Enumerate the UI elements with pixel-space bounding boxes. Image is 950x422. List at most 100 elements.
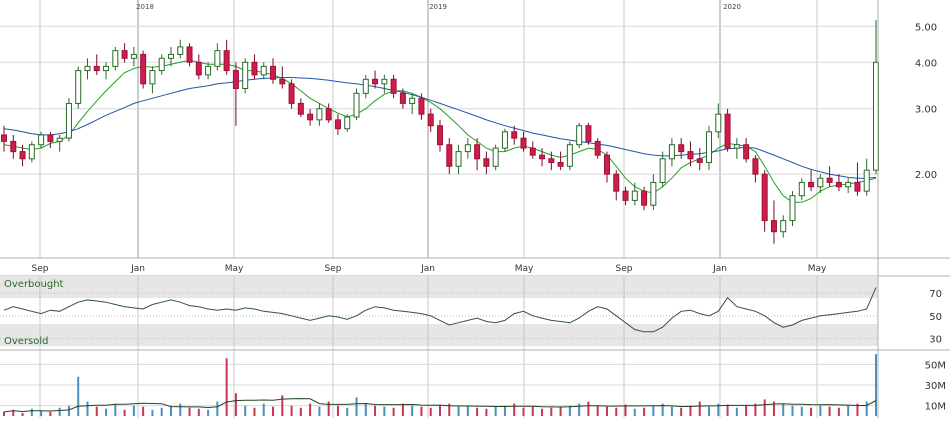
candle-body: [47, 134, 54, 142]
candle-body: [112, 50, 119, 67]
candle-body: [817, 177, 824, 188]
candle: [770, 200, 777, 244]
price-y-tick-label: 2.00: [915, 170, 937, 181]
volume-bar: [299, 407, 302, 416]
volume-bar: [485, 408, 488, 416]
candle-body: [659, 158, 666, 183]
candle: [353, 88, 360, 120]
candle-body: [826, 177, 833, 183]
candle-body: [752, 158, 759, 175]
candle: [520, 131, 527, 152]
candle-body: [260, 65, 267, 76]
candle: [56, 134, 63, 152]
candle-body: [706, 131, 713, 163]
candle: [260, 62, 267, 80]
candle: [687, 141, 694, 167]
candle: [789, 191, 796, 227]
candle-body: [566, 144, 573, 167]
candle: [659, 151, 666, 187]
candle-body: [223, 50, 230, 72]
candle: [483, 151, 490, 175]
volume-bar: [633, 408, 636, 416]
candle: [780, 215, 787, 238]
candle: [743, 138, 750, 163]
candle-body: [770, 220, 777, 233]
candle: [288, 79, 295, 109]
candle: [492, 144, 499, 171]
candle: [557, 151, 564, 171]
candle-body: [483, 158, 490, 167]
osc-y-tick-label: 30: [929, 335, 942, 346]
volume-bar: [828, 406, 831, 416]
volume-bar: [661, 403, 664, 416]
price-y-tick-label: 4.00: [915, 58, 937, 69]
candle-body: [38, 134, 45, 146]
volume-bar: [123, 409, 126, 416]
candle: [854, 162, 861, 196]
volume-bar: [364, 403, 367, 416]
candle: [641, 186, 648, 211]
volume-bar: [207, 409, 210, 416]
month-tick-label: May: [225, 264, 244, 274]
volume-bar: [355, 397, 358, 416]
candle: [622, 186, 629, 206]
candle: [121, 43, 128, 63]
candle-body: [270, 65, 277, 80]
overbought-label: Overbought: [4, 279, 64, 290]
candle: [752, 155, 759, 183]
volume-bar: [3, 411, 5, 416]
oscillator-grid: [0, 276, 950, 351]
candle: [696, 148, 703, 171]
candle: [279, 66, 286, 89]
candle-body: [167, 53, 174, 59]
candle-body: [279, 78, 286, 85]
volume-bar: [21, 412, 24, 416]
candle-body: [10, 140, 17, 153]
volume-panel: 50M 30M 10M: [0, 350, 946, 418]
volume-bar: [772, 401, 775, 416]
candle: [798, 178, 805, 201]
volume-bar: [346, 407, 349, 416]
month-tick-label: May: [515, 264, 534, 274]
candle-body: [687, 151, 694, 160]
candle-body: [353, 92, 360, 118]
volume-bar: [476, 407, 479, 416]
candle: [307, 108, 314, 126]
candle-body: [845, 181, 852, 188]
candle: [548, 151, 555, 171]
candle: [158, 54, 165, 75]
candle: [464, 138, 471, 159]
volume-bar: [383, 406, 386, 416]
candle-body: [418, 97, 425, 115]
candle: [826, 166, 833, 187]
candle-body: [28, 144, 35, 160]
candle: [372, 70, 379, 89]
candle: [195, 54, 202, 80]
volume-bar: [132, 405, 135, 416]
candle: [167, 46, 174, 67]
candle: [668, 138, 675, 167]
month-tick-label: Sep: [616, 264, 633, 274]
month-tick-label: Jan: [420, 264, 435, 274]
candle-body: [149, 70, 156, 85]
volume-bar: [262, 403, 265, 416]
candle-body: [186, 46, 193, 63]
candle-body: [557, 161, 564, 167]
candle: [149, 66, 156, 94]
candle-body: [798, 181, 805, 197]
month-tick-label: Sep: [32, 264, 49, 274]
volume-bar: [689, 405, 692, 416]
candle: [75, 66, 82, 109]
candle: [585, 122, 592, 145]
candle: [325, 103, 332, 123]
volume-bar: [374, 405, 377, 416]
candle: [724, 108, 731, 152]
volume-bar: [791, 405, 794, 416]
candle: [511, 125, 518, 145]
candle: [103, 62, 110, 80]
candle-body: [65, 102, 72, 139]
osc-y-tick-label: 70: [929, 289, 942, 300]
year-tick-label: 2020: [723, 3, 741, 11]
volume-bar: [466, 405, 469, 416]
volume-bar: [290, 405, 293, 416]
